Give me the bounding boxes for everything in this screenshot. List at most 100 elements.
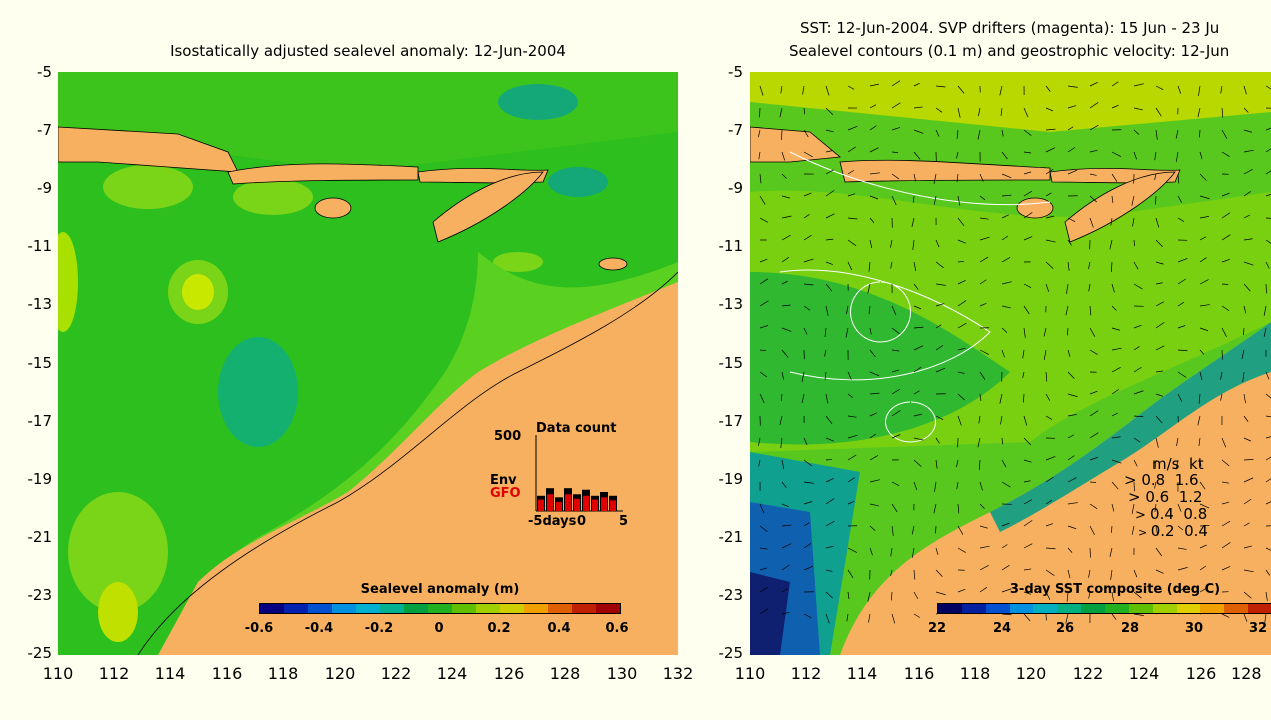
colorbar-segment [1248, 604, 1271, 613]
x-tick: 110 [734, 664, 766, 683]
y-tick: -7 [728, 121, 743, 139]
colorbar-tick: 28 [1120, 621, 1140, 636]
left-colorbar-title: Sealevel anomaly (m) [360, 582, 520, 597]
colorbar-segment [1033, 604, 1058, 613]
colorbar-segment [380, 604, 404, 613]
x-tick: 116 [903, 664, 935, 683]
y-tick: -7 [37, 121, 52, 139]
x-tick: 130 [606, 664, 638, 683]
x-tick: 112 [98, 664, 130, 683]
arrow-icon: > [1124, 471, 1142, 489]
y-tick: -19 [718, 470, 744, 488]
colorbar-segment [1176, 604, 1201, 613]
right-sst-map [750, 72, 1271, 655]
y-tick: -11 [27, 237, 53, 255]
left-panel-title: Isostatically adjusted sealevel anomaly:… [170, 42, 566, 60]
colorbar-segment [524, 604, 548, 613]
y-tick: -23 [27, 586, 53, 604]
histogram-bar-gfo [610, 500, 616, 511]
histogram-x-tick: -5days [528, 514, 577, 529]
colorbar-segment [476, 604, 500, 613]
colorbar-tick: 0.6 [605, 621, 629, 636]
x-tick: 120 [324, 664, 356, 683]
histogram-bar-gfo [592, 499, 598, 511]
x-tick: 118 [267, 664, 299, 683]
colorbar-segment [961, 604, 986, 613]
histogram-bar-gfo [538, 499, 544, 511]
left-colorbar [259, 603, 621, 614]
y-tick: -17 [718, 412, 744, 430]
x-tick: 120 [1015, 664, 1047, 683]
x-tick: 128 [1231, 664, 1262, 683]
y-tick: -21 [718, 528, 744, 546]
colorbar-tick: -0.6 [244, 621, 274, 636]
colorbar-segment [500, 604, 524, 613]
colorbar-segment [938, 604, 962, 613]
colorbar-segment [572, 604, 596, 613]
y-tick: -9 [728, 179, 743, 197]
colorbar-segment [308, 604, 332, 613]
x-tick: 112 [790, 664, 822, 683]
colorbar-segment [428, 604, 452, 613]
arrow-icon: > [1128, 488, 1146, 506]
y-tick: -5 [37, 63, 52, 81]
y-tick: -25 [27, 644, 53, 662]
right-panel-title-line1: SST: 12-Jun-2004. SVP drifters (magenta)… [800, 19, 1220, 37]
x-tick: 118 [959, 664, 991, 683]
x-tick: 128 [549, 664, 581, 683]
right-panel-title-line2: Sealevel contours (0.1 m) and geostrophi… [789, 42, 1230, 60]
colorbar-segment [452, 604, 476, 613]
legend-gfo: GFO [490, 486, 521, 501]
y-tick: -23 [718, 586, 744, 604]
x-tick: 126 [1185, 664, 1217, 683]
colorbar-tick: -0.4 [304, 621, 334, 636]
x-tick: 114 [846, 664, 878, 683]
velocity-arrows [758, 80, 1271, 624]
right-colorbar [937, 603, 1271, 614]
y-tick: -17 [27, 412, 53, 430]
x-tick: 110 [42, 664, 74, 683]
colorbar-segment [596, 604, 620, 613]
colorbar-segment [260, 604, 284, 613]
colorbar-segment [1105, 604, 1129, 613]
colorbar-segment [1081, 604, 1106, 613]
legend-env: Env [490, 473, 517, 488]
y-tick: -19 [27, 470, 53, 488]
x-tick: 116 [211, 664, 243, 683]
colorbar-tick: 32 [1248, 621, 1268, 636]
right-colorbar-title: 3-day SST composite (deg C) [1009, 582, 1221, 597]
left-sealevel-map [58, 72, 678, 655]
histogram-x-tick: 0 [577, 514, 587, 529]
histogram-max-label: 500 [494, 429, 522, 444]
y-tick: -9 [37, 179, 52, 197]
colorbar-tick: 30 [1184, 621, 1204, 636]
colorbar-tick: 0 [434, 621, 444, 636]
colorbar-segment [985, 604, 1010, 613]
colorbar-segment [356, 604, 380, 613]
arrow-icon: > [1135, 508, 1151, 523]
histogram-bar-gfo [565, 494, 571, 511]
y-tick: -13 [718, 295, 744, 313]
colorbar-tick: 22 [927, 621, 947, 636]
velocity-legend-row: > 0.8 1.6 [1124, 471, 1199, 489]
velocity-legend-row: > 0.2 0.4 [1138, 522, 1208, 540]
colorbar-tick: 26 [1055, 621, 1075, 636]
histogram-bars [535, 435, 623, 512]
colorbar-segment [1152, 604, 1177, 613]
colorbar-tick: 0.4 [547, 621, 571, 636]
x-tick: 126 [493, 664, 525, 683]
histogram-x-tick: 5 [619, 514, 629, 529]
histogram-bar-gfo [574, 498, 580, 511]
colorbar-segment [1224, 604, 1249, 613]
x-tick: 132 [662, 664, 694, 683]
y-tick: -13 [27, 295, 53, 313]
colorbar-segment [332, 604, 356, 613]
colorbar-tick: 24 [992, 621, 1012, 636]
colorbar-segment [1009, 604, 1034, 613]
histogram-bar-gfo [556, 501, 562, 511]
colorbar-segment [1200, 604, 1225, 613]
arrow-icon: > [1138, 526, 1151, 539]
colorbar-segment [404, 604, 428, 613]
histogram-bar-gfo [583, 495, 589, 511]
velocity-legend-row: > 0.4 0.8 [1135, 505, 1208, 523]
